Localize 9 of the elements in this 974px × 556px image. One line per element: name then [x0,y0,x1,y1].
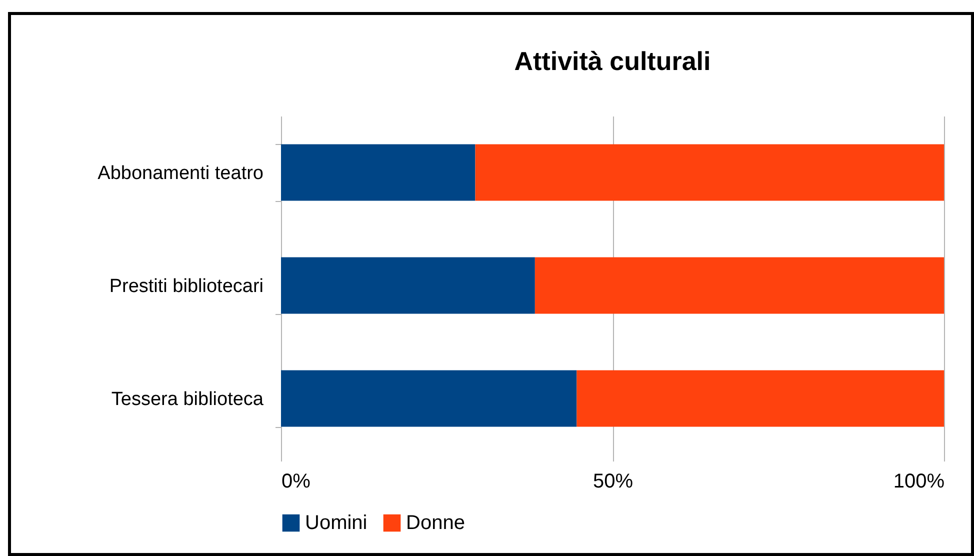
chart-title: Attività culturali [514,46,711,76]
x-tick-label: 100% [893,470,945,492]
y-tick-label: Abbonamenti teatro [98,163,264,184]
y-tick-label: Prestiti bibliotecari [109,276,264,297]
y-tick-label: Tessera biblioteca [111,389,264,410]
legend-label: Uomini [305,512,368,534]
x-tick-label: 0% [282,470,311,492]
x-tick-label: 50% [592,470,634,492]
legend-label: Donne [406,512,465,534]
